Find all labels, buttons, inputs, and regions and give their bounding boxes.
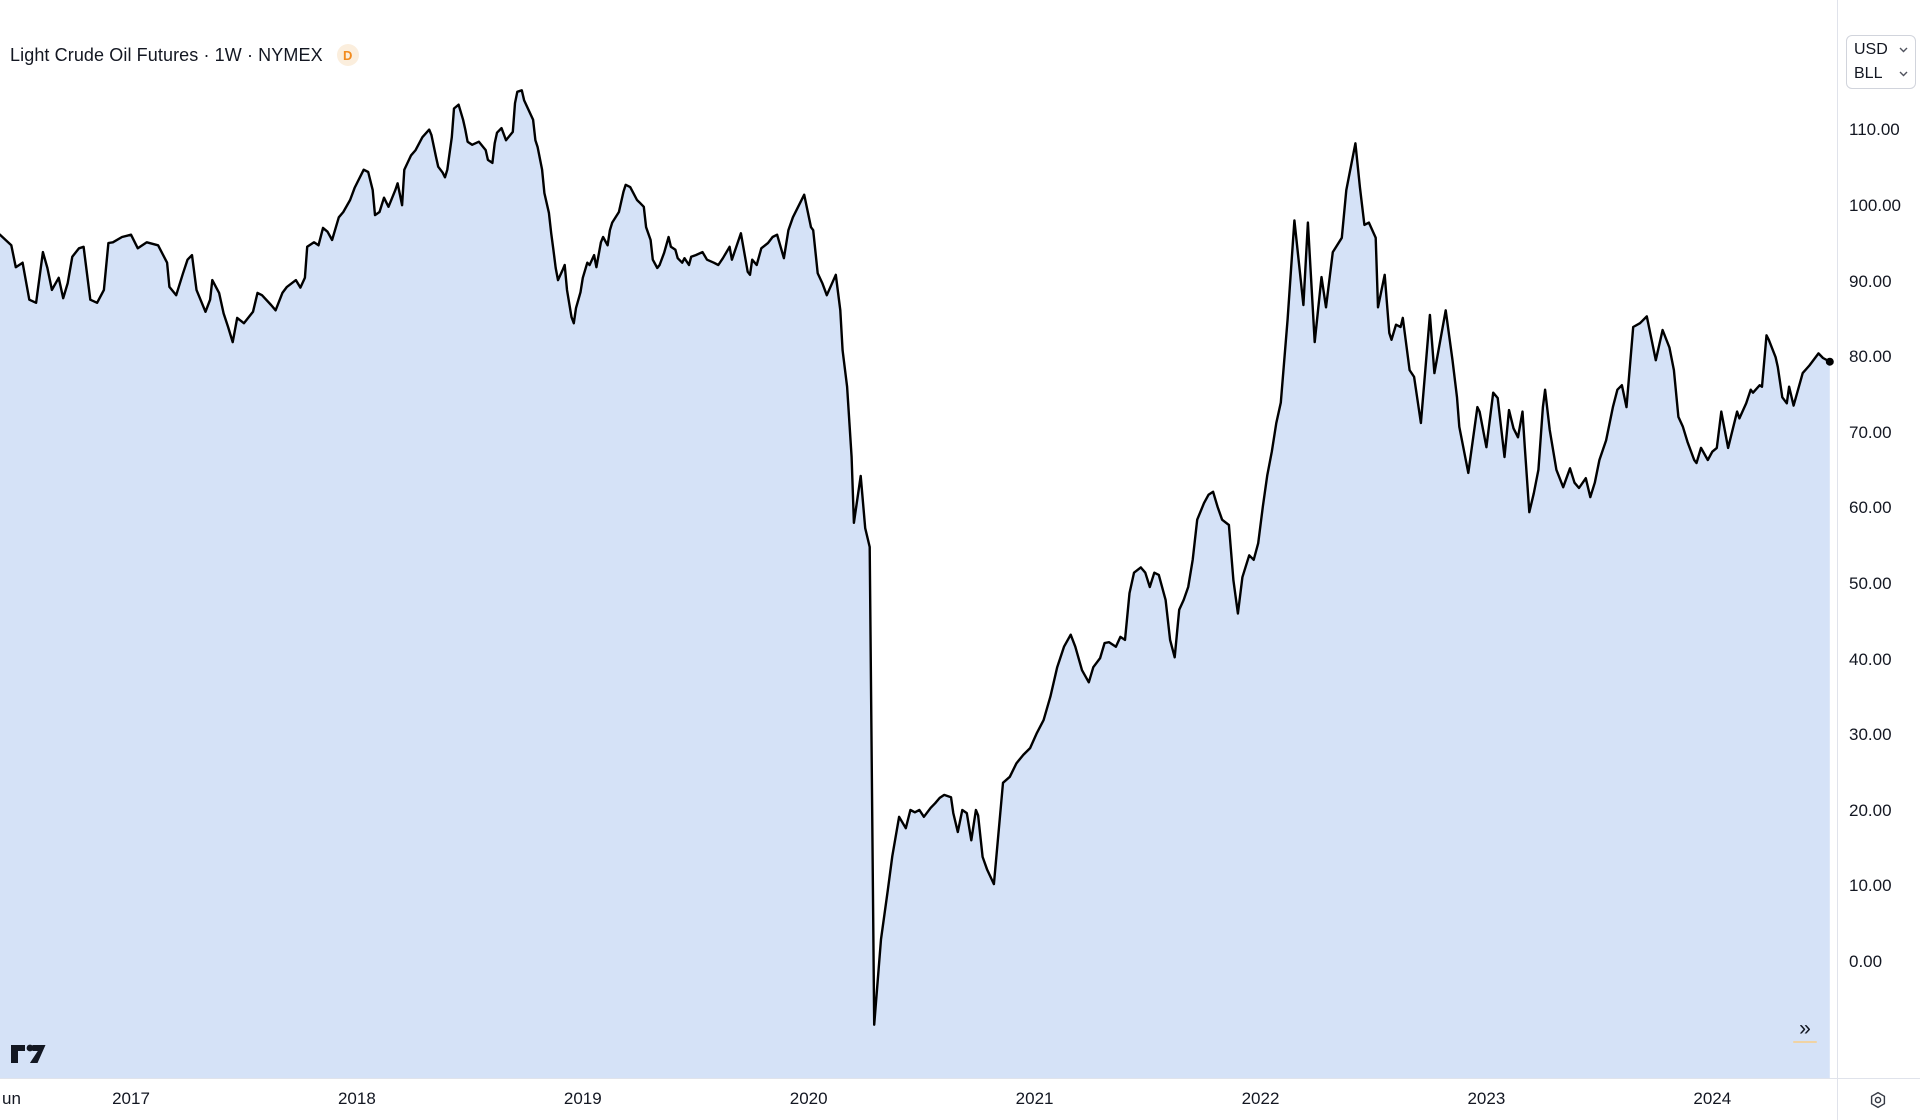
price-tick-label: 60.00 (1849, 498, 1892, 518)
unit-label: BLL (1854, 65, 1883, 82)
price-tick-label: 70.00 (1849, 422, 1892, 442)
go-to-realtime-underline (1793, 1041, 1817, 1043)
price-tick-label: 10.00 (1849, 876, 1892, 896)
go-to-realtime-button[interactable]: » (1790, 1018, 1820, 1048)
tradingview-logo[interactable] (10, 1044, 46, 1064)
price-tick-label: 40.00 (1849, 649, 1892, 669)
double-chevron-right-icon: » (1799, 1017, 1811, 1040)
price-line (0, 89, 1831, 1026)
chevron-down-icon (1899, 71, 1908, 77)
price-tick-label: 0.00 (1849, 952, 1883, 971)
price-tick-label: 90.00 (1849, 271, 1892, 291)
price-tick-label: 110.00 (1849, 120, 1900, 140)
time-tick-label: un (2, 1089, 21, 1108)
price-tick-label: 100.00 (1849, 196, 1901, 215)
price-tick-label: 30.00 (1849, 725, 1892, 745)
symbol-title[interactable]: Light Crude Oil Futures · 1W · NYMEX (10, 44, 323, 65)
price-tick-label: 20.00 (1849, 800, 1892, 820)
time-tick-label: 2022 (1241, 1089, 1280, 1108)
price-axis-separator (1837, 0, 1838, 1120)
symbol-legend[interactable]: Light Crude Oil Futures · 1W · NYMEX D (10, 44, 359, 66)
time-tick-label: 2023 (1467, 1089, 1506, 1108)
time-tick-label: 2024 (1693, 1089, 1732, 1108)
chart-settings-button[interactable] (1869, 1091, 1887, 1109)
time-tick-label: 2018 (337, 1089, 376, 1108)
price-tick-label: 50.00 (1849, 574, 1892, 593)
time-axis[interactable] (0, 1079, 1920, 1120)
price-axis[interactable] (1837, 0, 1920, 1078)
gear-icon (1870, 1091, 1886, 1109)
area-fill (0, 90, 1830, 1079)
chevron-down-icon (1899, 47, 1908, 53)
currency-selector[interactable]: USD (1847, 41, 1915, 59)
currency-unit-selector: USD BLL (1846, 35, 1916, 89)
data-mode-badge[interactable]: D (336, 44, 359, 66)
time-tick-label: 2021 (1015, 1089, 1054, 1108)
time-tick-label: 2019 (563, 1089, 602, 1108)
time-tick-label: 2017 (112, 1089, 150, 1108)
time-tick-label: 2020 (789, 1089, 828, 1108)
last-price-dot (1825, 357, 1834, 366)
tradingview-logo-icon (11, 1044, 46, 1063)
time-axis-separator (0, 1078, 1920, 1079)
currency-label: USD (1854, 41, 1888, 58)
price-tick-label: 80.00 (1849, 347, 1892, 367)
unit-selector[interactable]: BLL (1847, 65, 1915, 83)
